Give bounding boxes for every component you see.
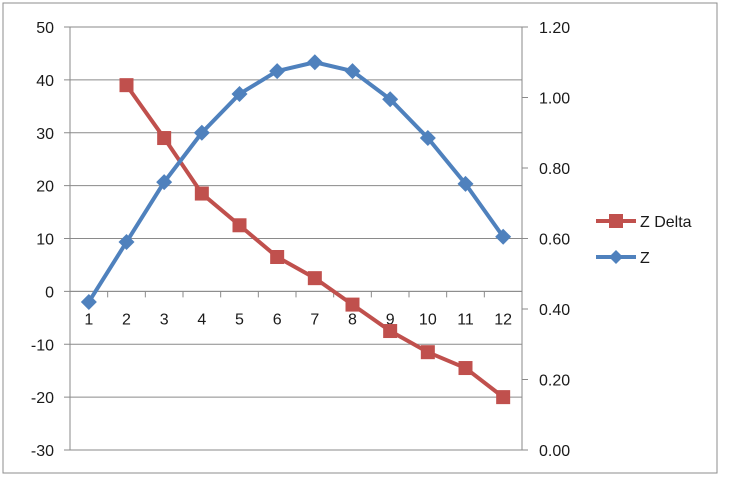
x-tick-label: 6 bbox=[273, 311, 282, 328]
data-point bbox=[193, 124, 210, 141]
x-tick-label: 7 bbox=[310, 311, 319, 328]
y-right-tick-label: 0.40 bbox=[539, 302, 570, 319]
y-right-tick-label: 1.00 bbox=[539, 91, 570, 108]
data-point bbox=[495, 228, 512, 245]
data-point bbox=[458, 361, 473, 376]
x-tick-label: 2 bbox=[122, 311, 131, 328]
data-point bbox=[345, 297, 360, 312]
x-tick-label: 4 bbox=[197, 311, 206, 328]
x-tick-label: 3 bbox=[160, 311, 169, 328]
y-left-tick-label: -30 bbox=[31, 443, 54, 460]
data-point bbox=[194, 186, 209, 201]
y-left-tick-label: 50 bbox=[36, 20, 54, 37]
data-point bbox=[306, 54, 323, 71]
x-tick-label: 10 bbox=[419, 311, 437, 328]
y-right-tick-label: 0.80 bbox=[539, 161, 570, 178]
y-right-tick-label: 0.20 bbox=[539, 373, 570, 390]
axes bbox=[64, 26, 528, 451]
y-left-tick-label: 30 bbox=[36, 126, 54, 143]
data-point bbox=[118, 234, 135, 251]
data-point bbox=[156, 174, 173, 191]
data-point bbox=[382, 91, 399, 108]
data-point bbox=[344, 63, 361, 80]
data-point bbox=[232, 218, 247, 233]
x-tick-label: 8 bbox=[348, 311, 357, 328]
series bbox=[80, 54, 512, 405]
data-point bbox=[457, 175, 474, 192]
x-tick-label: 9 bbox=[386, 311, 395, 328]
data-point bbox=[419, 130, 436, 147]
y-left-tick-label: 0 bbox=[45, 284, 54, 301]
data-point bbox=[157, 131, 172, 146]
legend-marker bbox=[609, 214, 623, 228]
tick-labels: -30 -20 -10 0 10 20 30 40 50 0.00 0.20 0.40 0.60 0.80… bbox=[31, 20, 570, 460]
x-tick-label: 12 bbox=[494, 311, 512, 328]
gridlines bbox=[70, 26, 522, 451]
data-point bbox=[231, 85, 248, 102]
data-point bbox=[269, 63, 286, 80]
data-point bbox=[496, 390, 511, 405]
x-tick-label: 1 bbox=[84, 311, 93, 328]
y-left-tick-label: -20 bbox=[31, 390, 54, 407]
y-left-tick-label: 10 bbox=[36, 232, 54, 249]
legend-label: Z Delta bbox=[640, 214, 692, 231]
y-left-tick-label: 20 bbox=[36, 179, 54, 196]
legend: Z Delta Z bbox=[596, 214, 692, 267]
y-left-tick-label: -10 bbox=[31, 337, 54, 354]
data-point bbox=[119, 78, 134, 93]
y-left-tick-label: 40 bbox=[36, 73, 54, 90]
series-line bbox=[87, 60, 505, 304]
legend-marker bbox=[609, 250, 623, 264]
legend-label: Z bbox=[640, 250, 650, 267]
data-point bbox=[383, 324, 398, 339]
y-right-tick-label: 0.60 bbox=[539, 232, 570, 249]
y-right-tick-label: 1.20 bbox=[539, 20, 570, 37]
data-point bbox=[307, 271, 322, 286]
data-point bbox=[420, 345, 435, 360]
x-tick-label: 5 bbox=[235, 311, 244, 328]
data-point bbox=[270, 250, 285, 265]
data-point bbox=[80, 293, 97, 310]
y-right-tick-label: 0.00 bbox=[539, 443, 570, 460]
x-tick-label: 11 bbox=[457, 311, 474, 328]
